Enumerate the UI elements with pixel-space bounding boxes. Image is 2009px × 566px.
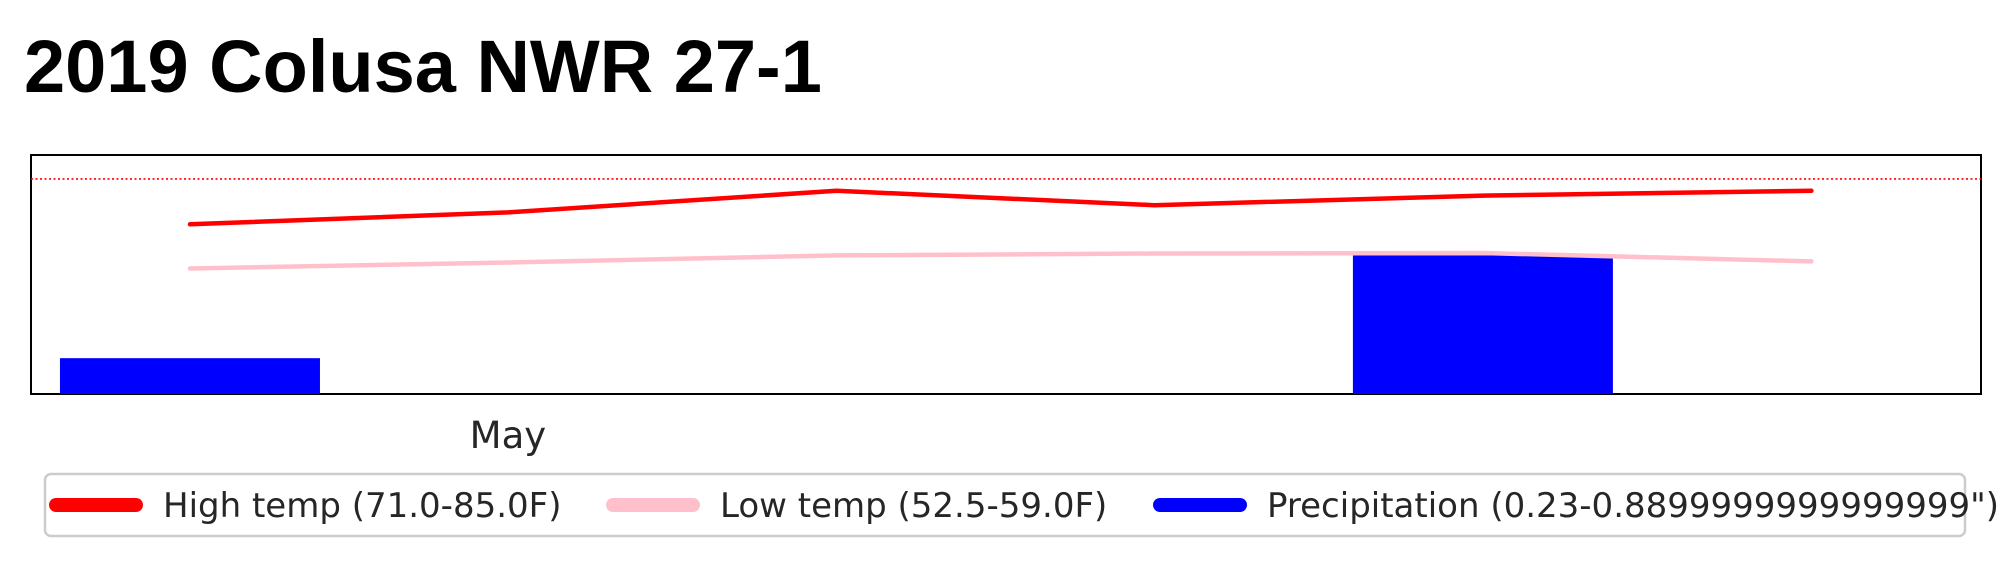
legend-item-low-temp: Low temp (52.5-59.0F) — [606, 486, 1107, 526]
legend-item-precipitation: Precipitation (0.23-0.8899999999999999") — [1153, 486, 1999, 526]
legend-label: Precipitation (0.23-0.8899999999999999") — [1267, 486, 1999, 526]
legend: High temp (71.0-85.0F) Low temp (52.5-59.… — [43, 472, 1999, 538]
legend-frame — [43, 472, 1967, 538]
chart-title: 2019 Colusa NWR 27-1 — [24, 25, 822, 108]
low-temp-line — [187, 250, 1814, 271]
precipitation-bar — [59, 358, 320, 394]
x-tick-label: May — [470, 414, 547, 457]
legend-item-high-temp: High temp (71.0-85.0F) — [49, 486, 561, 526]
temperature-lines — [187, 188, 1814, 271]
precipitation-bar — [1352, 255, 1613, 394]
x-ticks: May — [470, 414, 547, 457]
precipitation-bars — [59, 255, 1613, 394]
legend-label: High temp (71.0-85.0F) — [163, 486, 561, 526]
high-temp-line — [187, 188, 1814, 227]
legend-label: Low temp (52.5-59.0F) — [720, 486, 1107, 526]
